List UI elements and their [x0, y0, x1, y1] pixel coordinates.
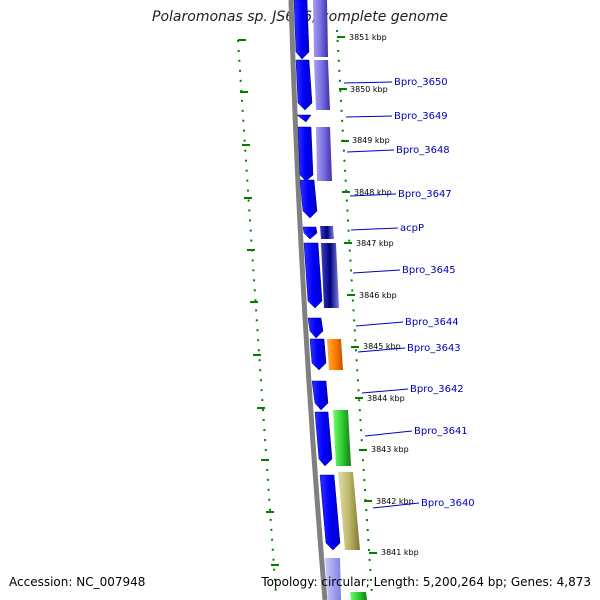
gene-label-acpp[interactable]: acpP	[400, 223, 424, 234]
gene-block-bpro-3640	[338, 472, 360, 550]
orf-arrow	[325, 558, 341, 600]
orf-track-forward	[293, 0, 341, 600]
tick-label-3849: 3849 kbp	[352, 136, 390, 145]
gene-label-bpro-3647[interactable]: Bpro_3647	[398, 189, 452, 200]
genome-stats-label: Topology: circular; Length: 5,200,264 bp…	[261, 575, 591, 589]
tick-label-3847: 3847 kbp	[356, 239, 394, 248]
kbp-tick-labels: 3851 kbp 3850 kbp 3849 kbp 3848 kbp 3847…	[349, 33, 419, 557]
orf-arrow	[307, 317, 324, 339]
gc-content-track	[237, 29, 373, 596]
tick-label-3851: 3851 kbp	[349, 33, 387, 42]
orf-arrow	[314, 411, 333, 467]
gene-block-bpro-3645	[321, 243, 339, 308]
gene-block-bottom	[350, 592, 367, 600]
orf-arrow	[299, 179, 318, 219]
gene-label-bpro-3643[interactable]: Bpro_3643	[407, 343, 461, 354]
orf-arrow	[302, 226, 318, 240]
gene-block-bpro-3650	[314, 60, 330, 110]
tick-label-3843: 3843 kbp	[371, 445, 409, 454]
gene-labels: Bpro_3650 Bpro_3649 Bpro_3648 Bpro_3647 …	[394, 77, 475, 509]
gene-block-bpro-3643	[327, 339, 343, 370]
tick-label-3848: 3848 kbp	[354, 188, 392, 197]
gene-block-acpp	[320, 226, 334, 239]
gene-label-leaders	[343, 81, 420, 509]
genome-backbone	[288, 0, 328, 600]
orf-arrow	[297, 126, 314, 182]
orf-arrow	[296, 114, 312, 123]
gene-block-bpro-3641	[333, 410, 351, 466]
annotated-gene-track	[313, 0, 367, 600]
gene-label-bpro-3648[interactable]: Bpro_3648	[396, 145, 450, 156]
gene-label-bpro-3640[interactable]: Bpro_3640	[421, 498, 475, 509]
tick-label-3844: 3844 kbp	[367, 394, 405, 403]
gene-label-bpro-3641[interactable]: Bpro_3641	[414, 426, 468, 437]
gene-label-bpro-3645[interactable]: Bpro_3645	[402, 265, 456, 276]
orf-arrow	[319, 474, 341, 551]
tick-label-3845: 3845 kbp	[363, 342, 401, 351]
kbp-ticks	[337, 36, 377, 554]
gene-block-bpro-3651	[313, 0, 328, 57]
gene-label-bpro-3649[interactable]: Bpro_3649	[394, 111, 448, 122]
gc-major-ticks	[238, 39, 279, 566]
gene-label-bpro-3650[interactable]: Bpro_3650	[394, 77, 448, 88]
gene-label-bpro-3644[interactable]: Bpro_3644	[405, 317, 459, 328]
orf-arrow	[303, 242, 323, 309]
gene-block-bpro-3648	[316, 127, 332, 181]
orf-arrow	[293, 0, 310, 60]
tick-label-3846: 3846 kbp	[359, 291, 397, 300]
orf-arrow	[309, 338, 327, 371]
tick-label-3850: 3850 kbp	[350, 85, 388, 94]
tick-label-3842: 3842 kbp	[376, 497, 414, 506]
accession-label: Accession: NC_007948	[9, 575, 146, 589]
gene-label-bpro-3642[interactable]: Bpro_3642	[410, 384, 464, 395]
tick-label-3841: 3841 kbp	[381, 548, 419, 557]
orf-arrow	[311, 380, 329, 411]
orf-arrow	[295, 59, 313, 111]
